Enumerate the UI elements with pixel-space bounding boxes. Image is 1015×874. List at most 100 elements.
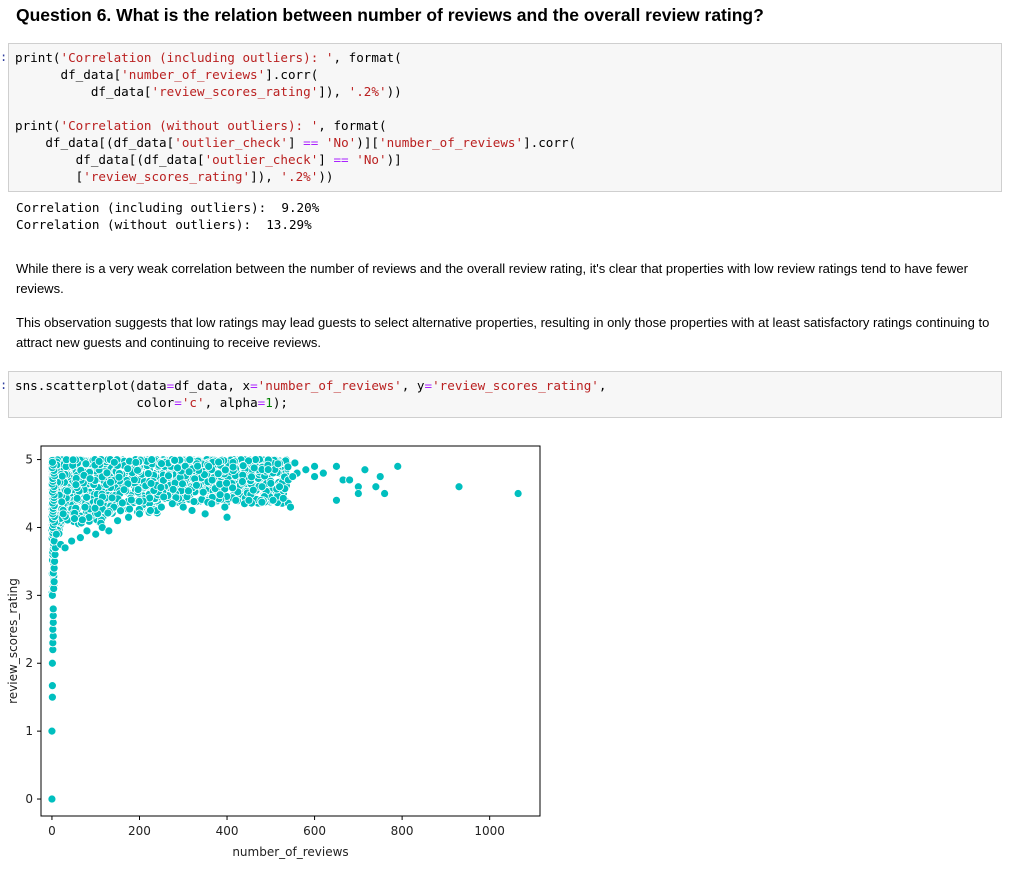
x-axis-label: number_of_reviews <box>232 845 348 859</box>
data-point <box>237 477 247 486</box>
plot-frame <box>40 445 541 817</box>
data-point <box>222 512 232 522</box>
data-point <box>275 482 284 492</box>
data-point <box>106 477 115 487</box>
code-editor-scatterplot[interactable]: sns.scatterplot(data=df_data, x='number_… <box>9 372 1001 411</box>
data-point <box>238 461 248 471</box>
data-point <box>248 485 258 495</box>
y-tick-label: 4 <box>25 520 33 534</box>
data-point <box>200 509 210 519</box>
data-point <box>454 482 464 492</box>
data-point <box>47 681 57 691</box>
code-line: sns.scatterplot(data=df_data, x='number_… <box>15 378 607 393</box>
data-point <box>288 472 298 481</box>
data-point <box>257 497 267 507</box>
data-point <box>91 529 101 539</box>
data-point <box>47 692 57 702</box>
x-tick-label: 1000 <box>474 824 505 838</box>
data-point <box>266 478 276 488</box>
code-editor-correlation[interactable]: print('Correlation (including outliers):… <box>9 44 1001 185</box>
code-line: print('Correlation (without outliers): '… <box>15 118 387 133</box>
data-point <box>257 482 267 492</box>
data-point <box>47 794 57 804</box>
data-point <box>57 497 67 507</box>
data-point <box>228 462 238 472</box>
code-line: df_data[(df_data['outlier_check'] == 'No… <box>15 152 402 167</box>
data-point <box>207 499 217 509</box>
data-point <box>332 495 341 505</box>
data-point <box>102 468 112 478</box>
data-point <box>184 467 194 477</box>
data-point <box>157 459 166 469</box>
data-point <box>47 658 57 668</box>
data-point <box>310 472 319 481</box>
data-point <box>214 457 223 467</box>
data-point <box>371 482 381 492</box>
y-tick-label: 2 <box>25 656 33 670</box>
data-point <box>113 516 123 526</box>
cell-prompt-marker: : <box>0 378 8 392</box>
data-point <box>143 469 153 478</box>
paragraph-weak-correlation: While there is a very weak correlation b… <box>16 261 968 296</box>
data-point <box>82 492 91 502</box>
data-point <box>75 533 85 543</box>
y-axis-label: review_scores_rating <box>6 578 20 704</box>
data-point <box>198 487 208 497</box>
x-tick-label: 800 <box>391 824 414 838</box>
code-line: color='c', alpha=1); <box>15 395 289 410</box>
code-cell-scatterplot[interactable]: sns.scatterplot(data=df_data, x='number_… <box>8 371 1002 418</box>
data-point <box>95 498 105 508</box>
y-tick-label: 3 <box>25 588 33 602</box>
data-point <box>123 464 133 474</box>
code-line: df_data['number_of_reviews'].corr( <box>15 67 319 82</box>
data-point <box>244 456 253 466</box>
data-point <box>116 506 125 516</box>
data-point <box>213 469 223 479</box>
data-point <box>301 465 311 475</box>
data-point <box>244 495 254 505</box>
cell-prompt-marker: : <box>0 50 8 64</box>
data-point <box>51 529 61 539</box>
paragraph-observation: This observation suggests that low ratin… <box>16 315 990 350</box>
data-point <box>178 479 187 489</box>
data-point <box>146 479 156 488</box>
data-point <box>185 455 195 465</box>
data-point <box>283 462 293 472</box>
data-point <box>187 506 197 515</box>
data-point <box>228 483 237 493</box>
data-point <box>81 459 91 469</box>
data-point <box>215 490 225 500</box>
data-point <box>124 512 133 522</box>
y-tick-label: 5 <box>25 453 33 467</box>
data-point <box>249 463 259 473</box>
data-point <box>48 457 57 467</box>
data-point <box>147 455 157 465</box>
data-point <box>104 526 114 536</box>
code-line: df_data['review_scores_rating']), '.2%')… <box>15 84 402 99</box>
data-point <box>119 485 129 495</box>
data-point <box>286 502 295 512</box>
data-point <box>168 485 178 494</box>
data-point <box>167 499 177 509</box>
data-point <box>107 493 117 503</box>
data-point <box>114 472 124 482</box>
data-point <box>222 478 231 488</box>
data-point <box>164 471 173 481</box>
data-point <box>345 475 354 485</box>
data-point <box>134 496 144 506</box>
data-point <box>146 506 155 515</box>
data-point <box>273 459 283 469</box>
data-point <box>310 461 319 471</box>
data-point <box>393 461 403 471</box>
data-point <box>63 486 72 496</box>
data-point <box>220 465 230 475</box>
question-heading: Question 6. What is the relation between… <box>16 5 764 25</box>
data-point <box>268 495 278 505</box>
code-cell-correlation[interactable]: print('Correlation (including outliers):… <box>8 43 1002 192</box>
data-point <box>204 462 214 471</box>
data-point <box>332 461 341 471</box>
x-tick-label: 200 <box>128 824 151 838</box>
data-point <box>47 726 57 736</box>
data-point <box>170 455 180 465</box>
